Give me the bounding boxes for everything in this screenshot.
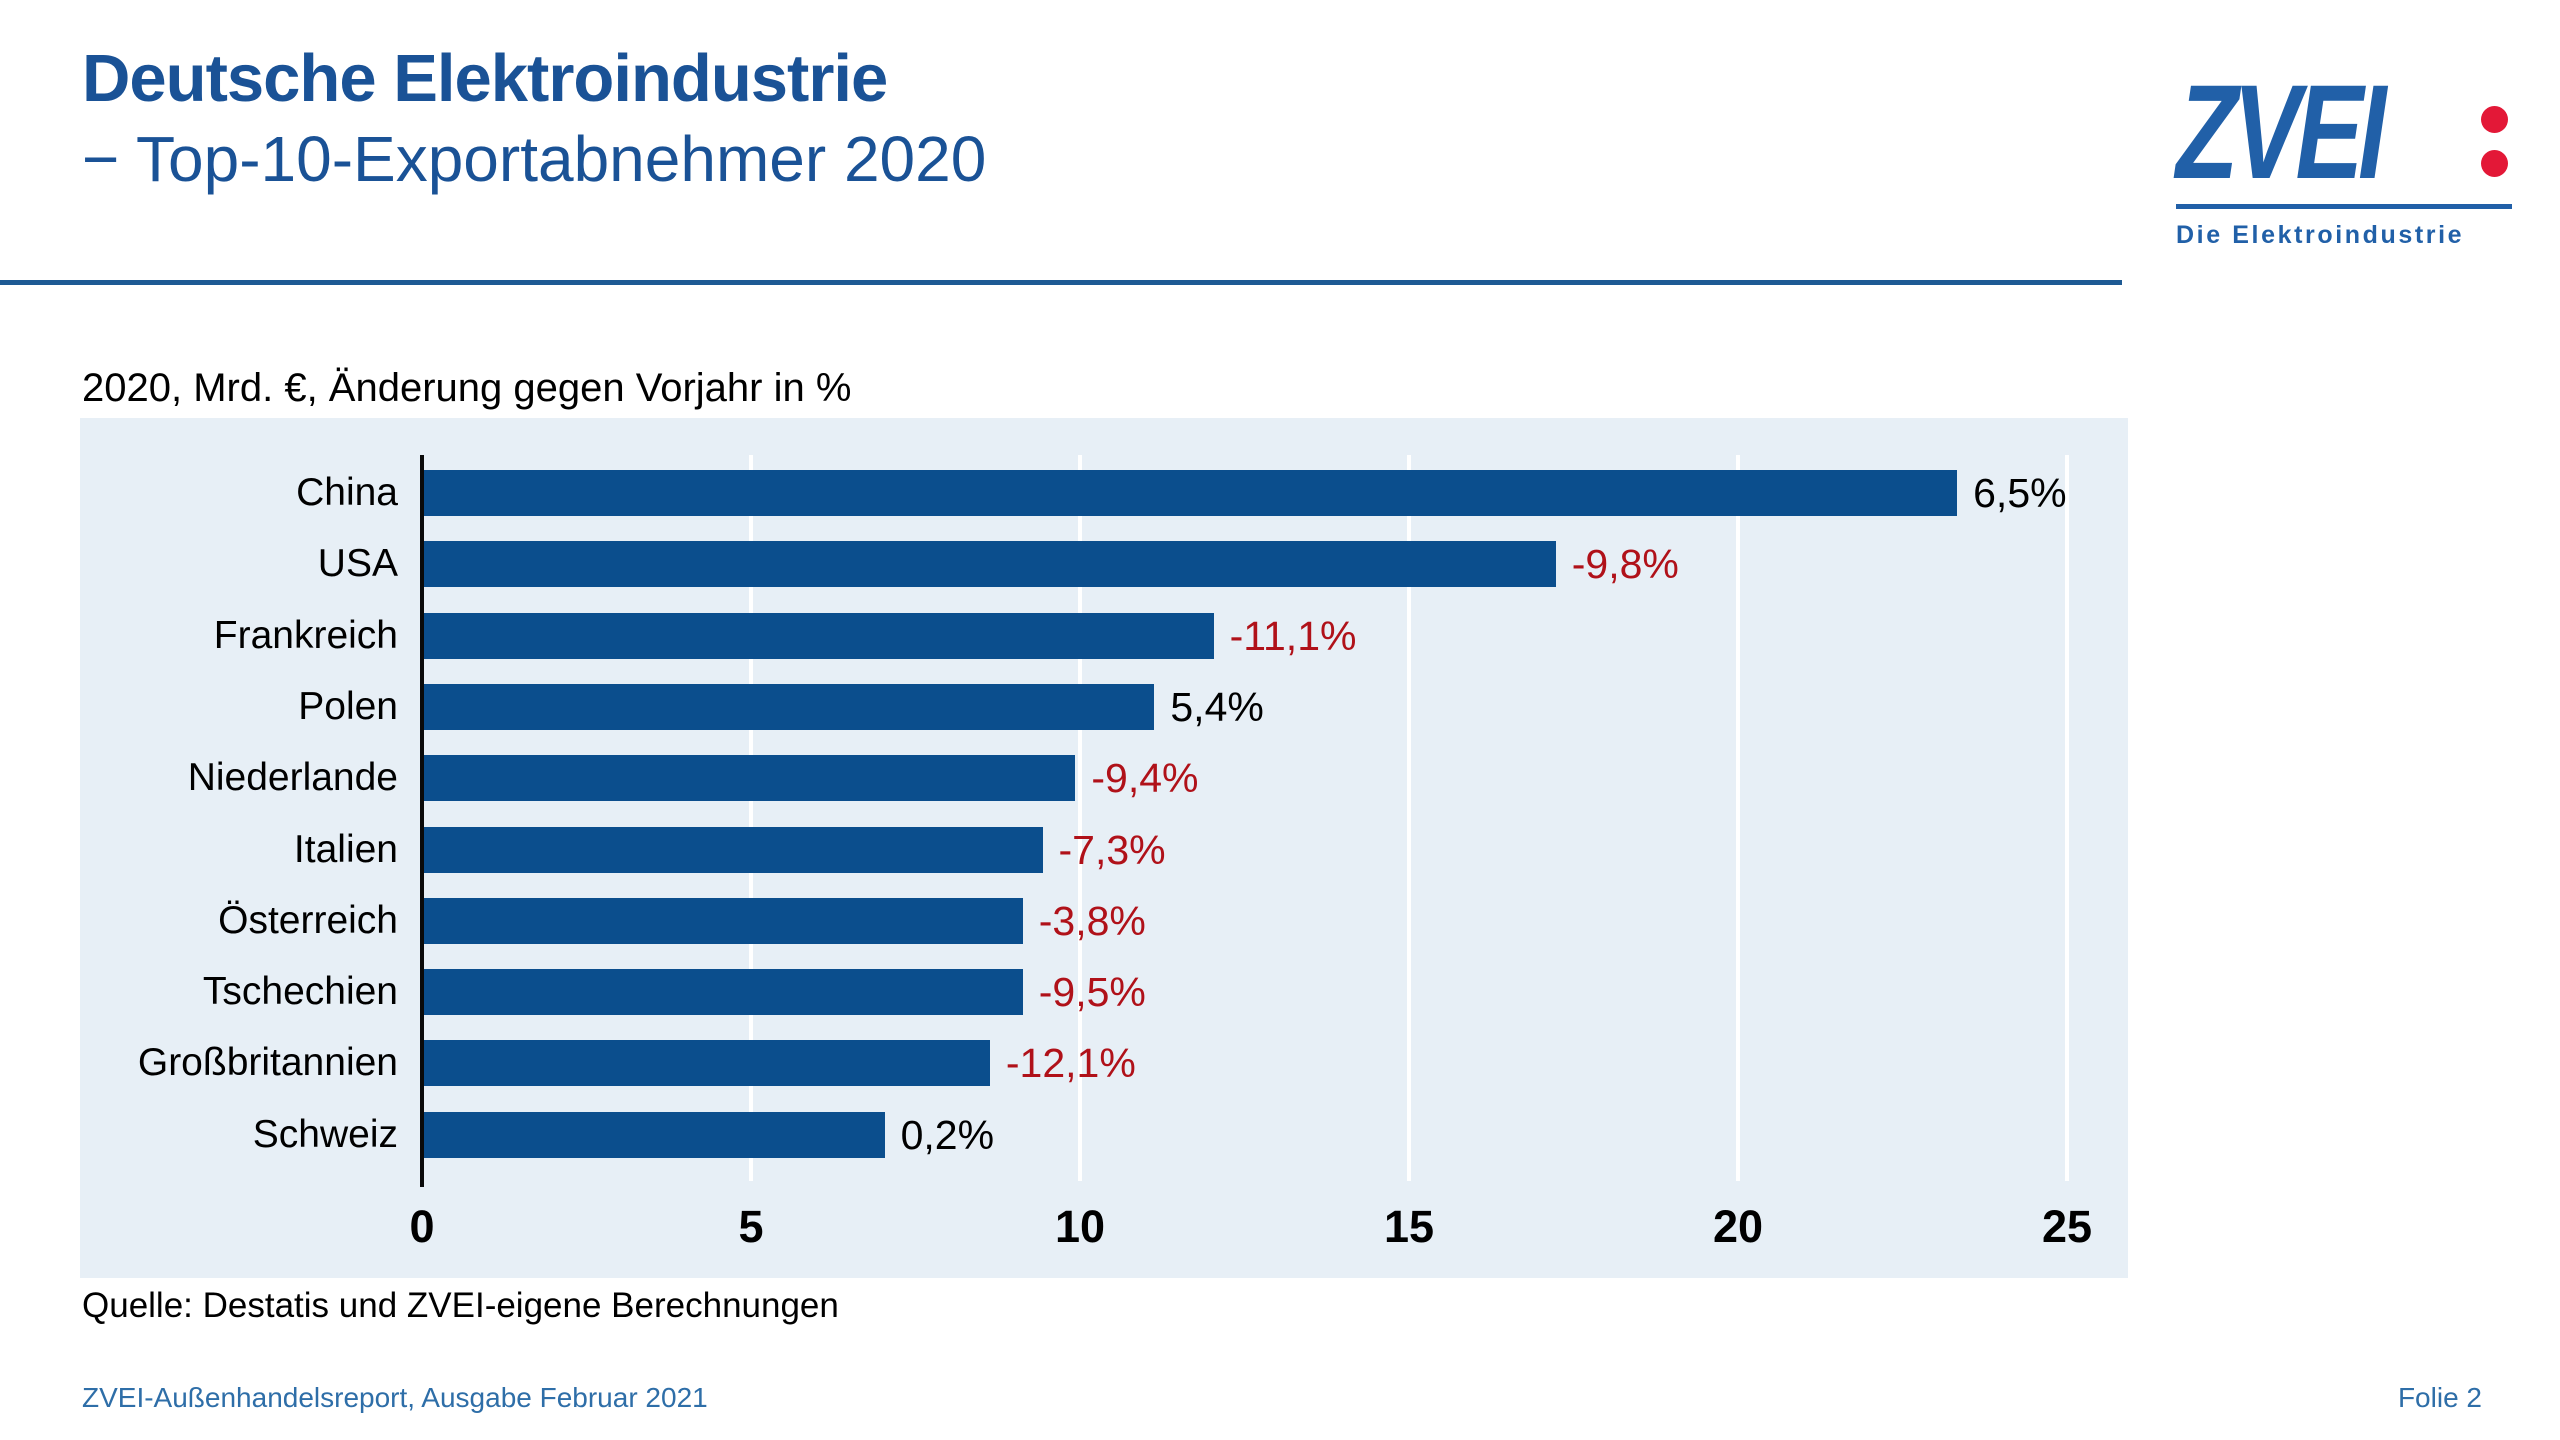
gridline-5 [749, 455, 753, 1181]
plot-area: China 6,5% USA -9,8% Frankreich -11,1% Polen 5,… [138, 455, 2122, 1252]
gridline-10 [1078, 455, 1082, 1181]
category-label: China [296, 471, 398, 514]
bar-chart: China 6,5% USA -9,8% Frankreich -11,1% Polen 5,… [80, 418, 2128, 1278]
footer-slide-number: Folie 2 [2397, 1382, 2482, 1413]
page-title: Deutsche Elektroindustrie [82, 41, 888, 116]
bar-schweiz [424, 1111, 885, 1158]
change-label: -9,8% [1571, 541, 1679, 588]
category-label: Niederlande [187, 756, 398, 800]
footer-report-name: ZVEI-Außenhandelsreport, Ausgabe Februar… [82, 1382, 708, 1413]
gridline-25 [2065, 455, 2069, 1181]
slide-header: Deutsche Elektroindustrie − Top-10-Expor… [82, 38, 986, 198]
zvei-logo-wordmark: ZVEI [2176, 58, 2386, 207]
category-label: Italien [293, 827, 398, 871]
category-label: Großbritannien [137, 1041, 398, 1085]
x-tick-5: 5 [738, 1201, 764, 1252]
bar-niederlande [424, 755, 1076, 802]
zvei-colon-dots-icon [2481, 106, 2508, 177]
x-tick-20: 20 [1712, 1201, 1764, 1252]
change-label: -11,1% [1229, 612, 1357, 659]
zvei-logo-tagline: Die Elektroindustrie [2176, 221, 2465, 249]
chart-title: 2020, Mrd. €, Änderung gegen Vorjahr in … [82, 366, 852, 410]
category-label: Österreich [218, 898, 398, 942]
x-tick-15: 15 [1383, 1201, 1435, 1252]
bar-tschechien [424, 969, 1023, 1016]
change-label: 5,4% [1170, 683, 1264, 730]
category-label: Frankreich [213, 613, 398, 657]
bar-polen [424, 683, 1155, 730]
change-label: -12,1% [1005, 1040, 1136, 1087]
change-label: 0,2% [900, 1111, 995, 1158]
category-label: Polen [298, 684, 398, 728]
zvei-logo: ZVEI Die Elektroindustrie [2176, 66, 2512, 250]
change-label: -7,3% [1058, 826, 1166, 873]
zvei-logo-row: ZVEI [2176, 66, 2512, 202]
change-label: 6,5% [1973, 470, 2067, 516]
bar-italien [424, 826, 1043, 873]
category-label: Schweiz [252, 1112, 398, 1156]
bar-großbritannien [424, 1040, 990, 1087]
gridline-15 [1407, 455, 1411, 1181]
category-label: USA [317, 542, 398, 586]
change-label: -9,4% [1091, 755, 1199, 802]
bar-österreich [424, 897, 1023, 944]
bar-frankreich [424, 612, 1214, 659]
change-label: -3,8% [1038, 897, 1146, 944]
bar-usa [424, 541, 1556, 588]
x-tick-0: 0 [409, 1201, 435, 1252]
page-subtitle: − Top-10-Exportabnehmer 2020 [82, 122, 987, 195]
header-divider [0, 280, 2122, 285]
change-label: -9,5% [1038, 969, 1146, 1016]
x-tick-10: 10 [1054, 1201, 1106, 1252]
x-tick-25: 25 [2041, 1201, 2093, 1252]
category-label: Tschechien [202, 970, 398, 1014]
y-axis-line [420, 455, 424, 1187]
source-note: Quelle: Destatis und ZVEI-eigene Berechn… [82, 1286, 839, 1325]
bar-china [424, 470, 1958, 516]
red-dot-icon [2481, 106, 2508, 133]
gridline-20 [1736, 455, 1740, 1181]
zvei-logo-divider [2176, 204, 2512, 209]
red-dot-icon [2481, 150, 2508, 177]
